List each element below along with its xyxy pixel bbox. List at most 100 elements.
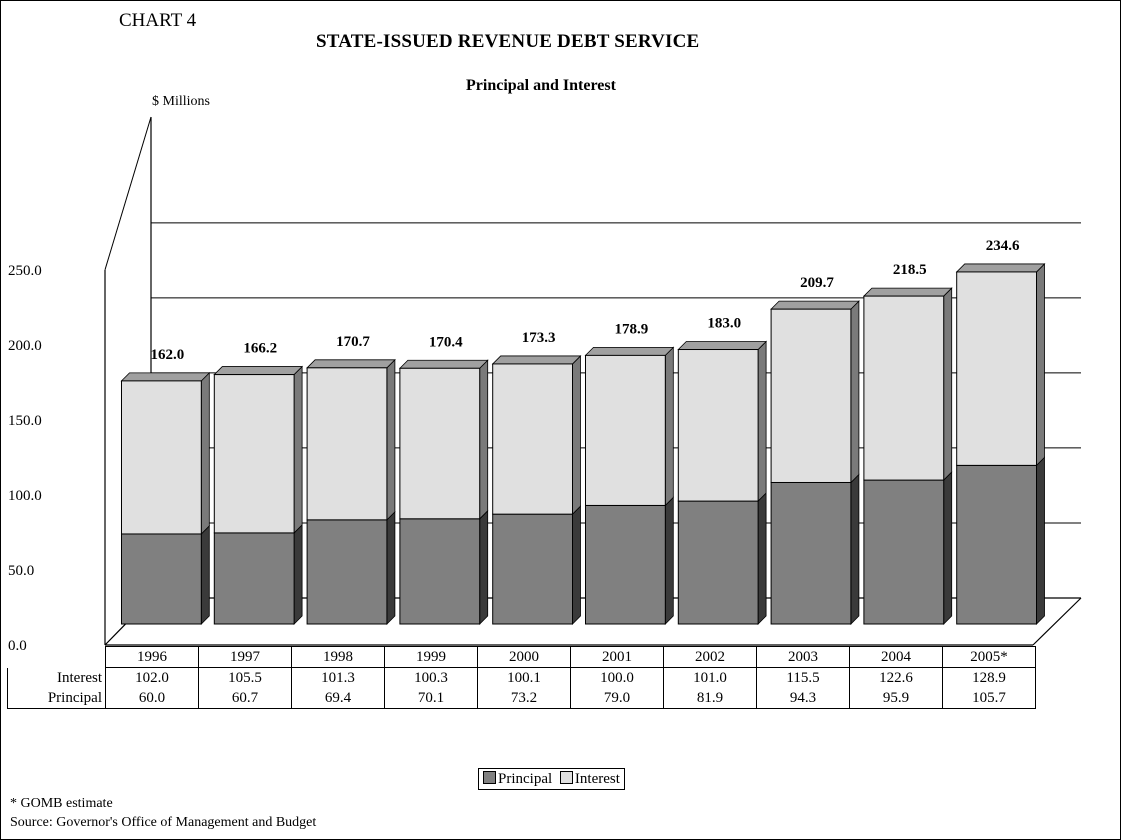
bar-total-label: 234.6	[986, 238, 1020, 254]
table-cell: 115.5	[756, 667, 850, 688]
table-cell: 81.9	[663, 688, 757, 709]
y-tick-label: 200.0	[8, 338, 42, 354]
bar-interest-side	[664, 346, 674, 507]
floor-right-edge	[1032, 597, 1082, 646]
bar-interest-side	[479, 359, 489, 520]
bar-principal-side	[757, 492, 767, 625]
bar-top	[306, 359, 396, 369]
data-table: 1996 1997 1998 1999 2000 2001 2002 2003 2004 2005…	[7, 646, 1036, 709]
table-year-header: 2002	[663, 646, 757, 668]
chart-legend: Principal Interest	[478, 768, 625, 790]
table-cell: 100.0	[570, 667, 664, 688]
table-row-label: Interest	[7, 667, 106, 688]
bar-interest	[863, 295, 945, 481]
table-header-row: 1996 1997 1998 1999 2000 2001 2002 2003 2004 2005…	[8, 646, 1036, 668]
bar-principal-side	[664, 496, 674, 625]
y-axis-unit-label: $ Millions	[152, 94, 210, 109]
table-cell: 101.3	[291, 667, 385, 688]
table-year-header: 2003	[756, 646, 850, 668]
table-row: Principal 60.0 60.7 69.4 70.1 73.2 79.0 81.9 94.…	[7, 688, 1036, 709]
bar-interest	[492, 363, 574, 515]
bar-principal	[863, 479, 945, 625]
bar-principal-side	[386, 510, 396, 625]
y-tick-label: 150.0	[8, 413, 42, 429]
bar-top	[584, 346, 675, 356]
bar-top	[955, 263, 1046, 273]
legend-label-interest: Interest	[574, 771, 620, 787]
bar-top	[398, 359, 489, 369]
bar-principal	[120, 533, 202, 625]
legend-label-principal: Principal	[498, 771, 553, 787]
chart-subtitle: Principal and Interest	[466, 77, 616, 94]
table-row-label: Principal	[7, 688, 106, 709]
bar-interest-side	[572, 354, 581, 516]
table-cell: 100.1	[477, 667, 571, 688]
table-cell: 105.7	[942, 688, 1036, 709]
bar-interest-side	[200, 371, 210, 535]
footnote: * GOMB estimate	[10, 796, 113, 811]
bar-interest-side	[1036, 262, 1045, 467]
y-tick-label: 50.0	[8, 563, 34, 579]
table-cell: 73.2	[477, 688, 571, 709]
table-year-header: 1999	[384, 646, 478, 668]
bar-principal	[956, 464, 1038, 625]
table-year-header: 2001	[570, 646, 664, 668]
table-year-header: 2000	[477, 646, 571, 668]
table-cell: 60.0	[105, 688, 199, 709]
table-cell: 94.3	[756, 688, 850, 709]
y-tick-label: 0.0	[8, 638, 27, 654]
table-cell: 101.0	[663, 667, 757, 688]
bar-top	[120, 372, 211, 382]
bar-principal-side	[850, 473, 860, 625]
bar-interest	[399, 367, 481, 520]
bar-total-label: 173.3	[522, 330, 556, 346]
source-note: Source: Governor's Office of Management …	[10, 815, 317, 830]
bar-principal-side	[572, 505, 581, 625]
table-cell: 102.0	[105, 667, 199, 688]
legend-swatch-interest	[559, 771, 573, 784]
bar-total-label: 162.0	[151, 347, 185, 363]
table-year-header: 1996	[105, 646, 199, 668]
bar-principal-side	[479, 509, 489, 625]
bar-principal	[306, 519, 388, 625]
bar-total-label: 178.9	[615, 321, 649, 337]
bar-interest	[956, 271, 1038, 466]
table-year-header: 1997	[198, 646, 292, 668]
bar-principal-side	[1036, 456, 1045, 625]
bar-top	[213, 366, 304, 375]
bar-interest	[770, 308, 852, 483]
bar-principal-side	[943, 471, 953, 625]
bar-total-label: 170.7	[336, 334, 370, 350]
y-tick-label: 250.0	[8, 263, 42, 279]
bar-total-label: 218.5	[893, 262, 927, 278]
table-year-header: 2005*	[942, 646, 1036, 668]
bar-total-label: 166.2	[243, 341, 277, 357]
legend-swatch-principal	[483, 771, 496, 784]
bar-interest-side	[757, 340, 767, 503]
bar-total-label: 170.4	[429, 334, 463, 350]
table-cell: 122.6	[849, 667, 943, 688]
table-year-header: 1998	[291, 646, 385, 668]
table-cell: 105.5	[198, 667, 292, 688]
chart-number-label: CHART 4	[119, 10, 197, 31]
bar-total-label: 209.7	[800, 275, 834, 291]
bar-principal	[770, 481, 852, 625]
table-cell: 60.7	[198, 688, 292, 709]
legend-item-principal: Principal	[483, 771, 556, 787]
bar-principal-side	[293, 523, 303, 625]
table-cell: 69.4	[291, 688, 385, 709]
table-cell: 95.9	[849, 688, 943, 709]
y-axis-top-diagonal	[104, 116, 152, 270]
bar-principal-side	[200, 524, 210, 625]
bar-interest	[213, 374, 295, 534]
bar-top	[491, 355, 582, 365]
bar-top	[677, 341, 768, 350]
bar-top	[770, 300, 860, 310]
table-cell: 128.9	[942, 667, 1036, 688]
bar-interest-side	[293, 365, 303, 534]
bar-total-label: 183.0	[707, 316, 741, 332]
bar-principal	[213, 532, 295, 625]
table-corner	[8, 647, 106, 668]
bar-interest	[306, 367, 388, 521]
